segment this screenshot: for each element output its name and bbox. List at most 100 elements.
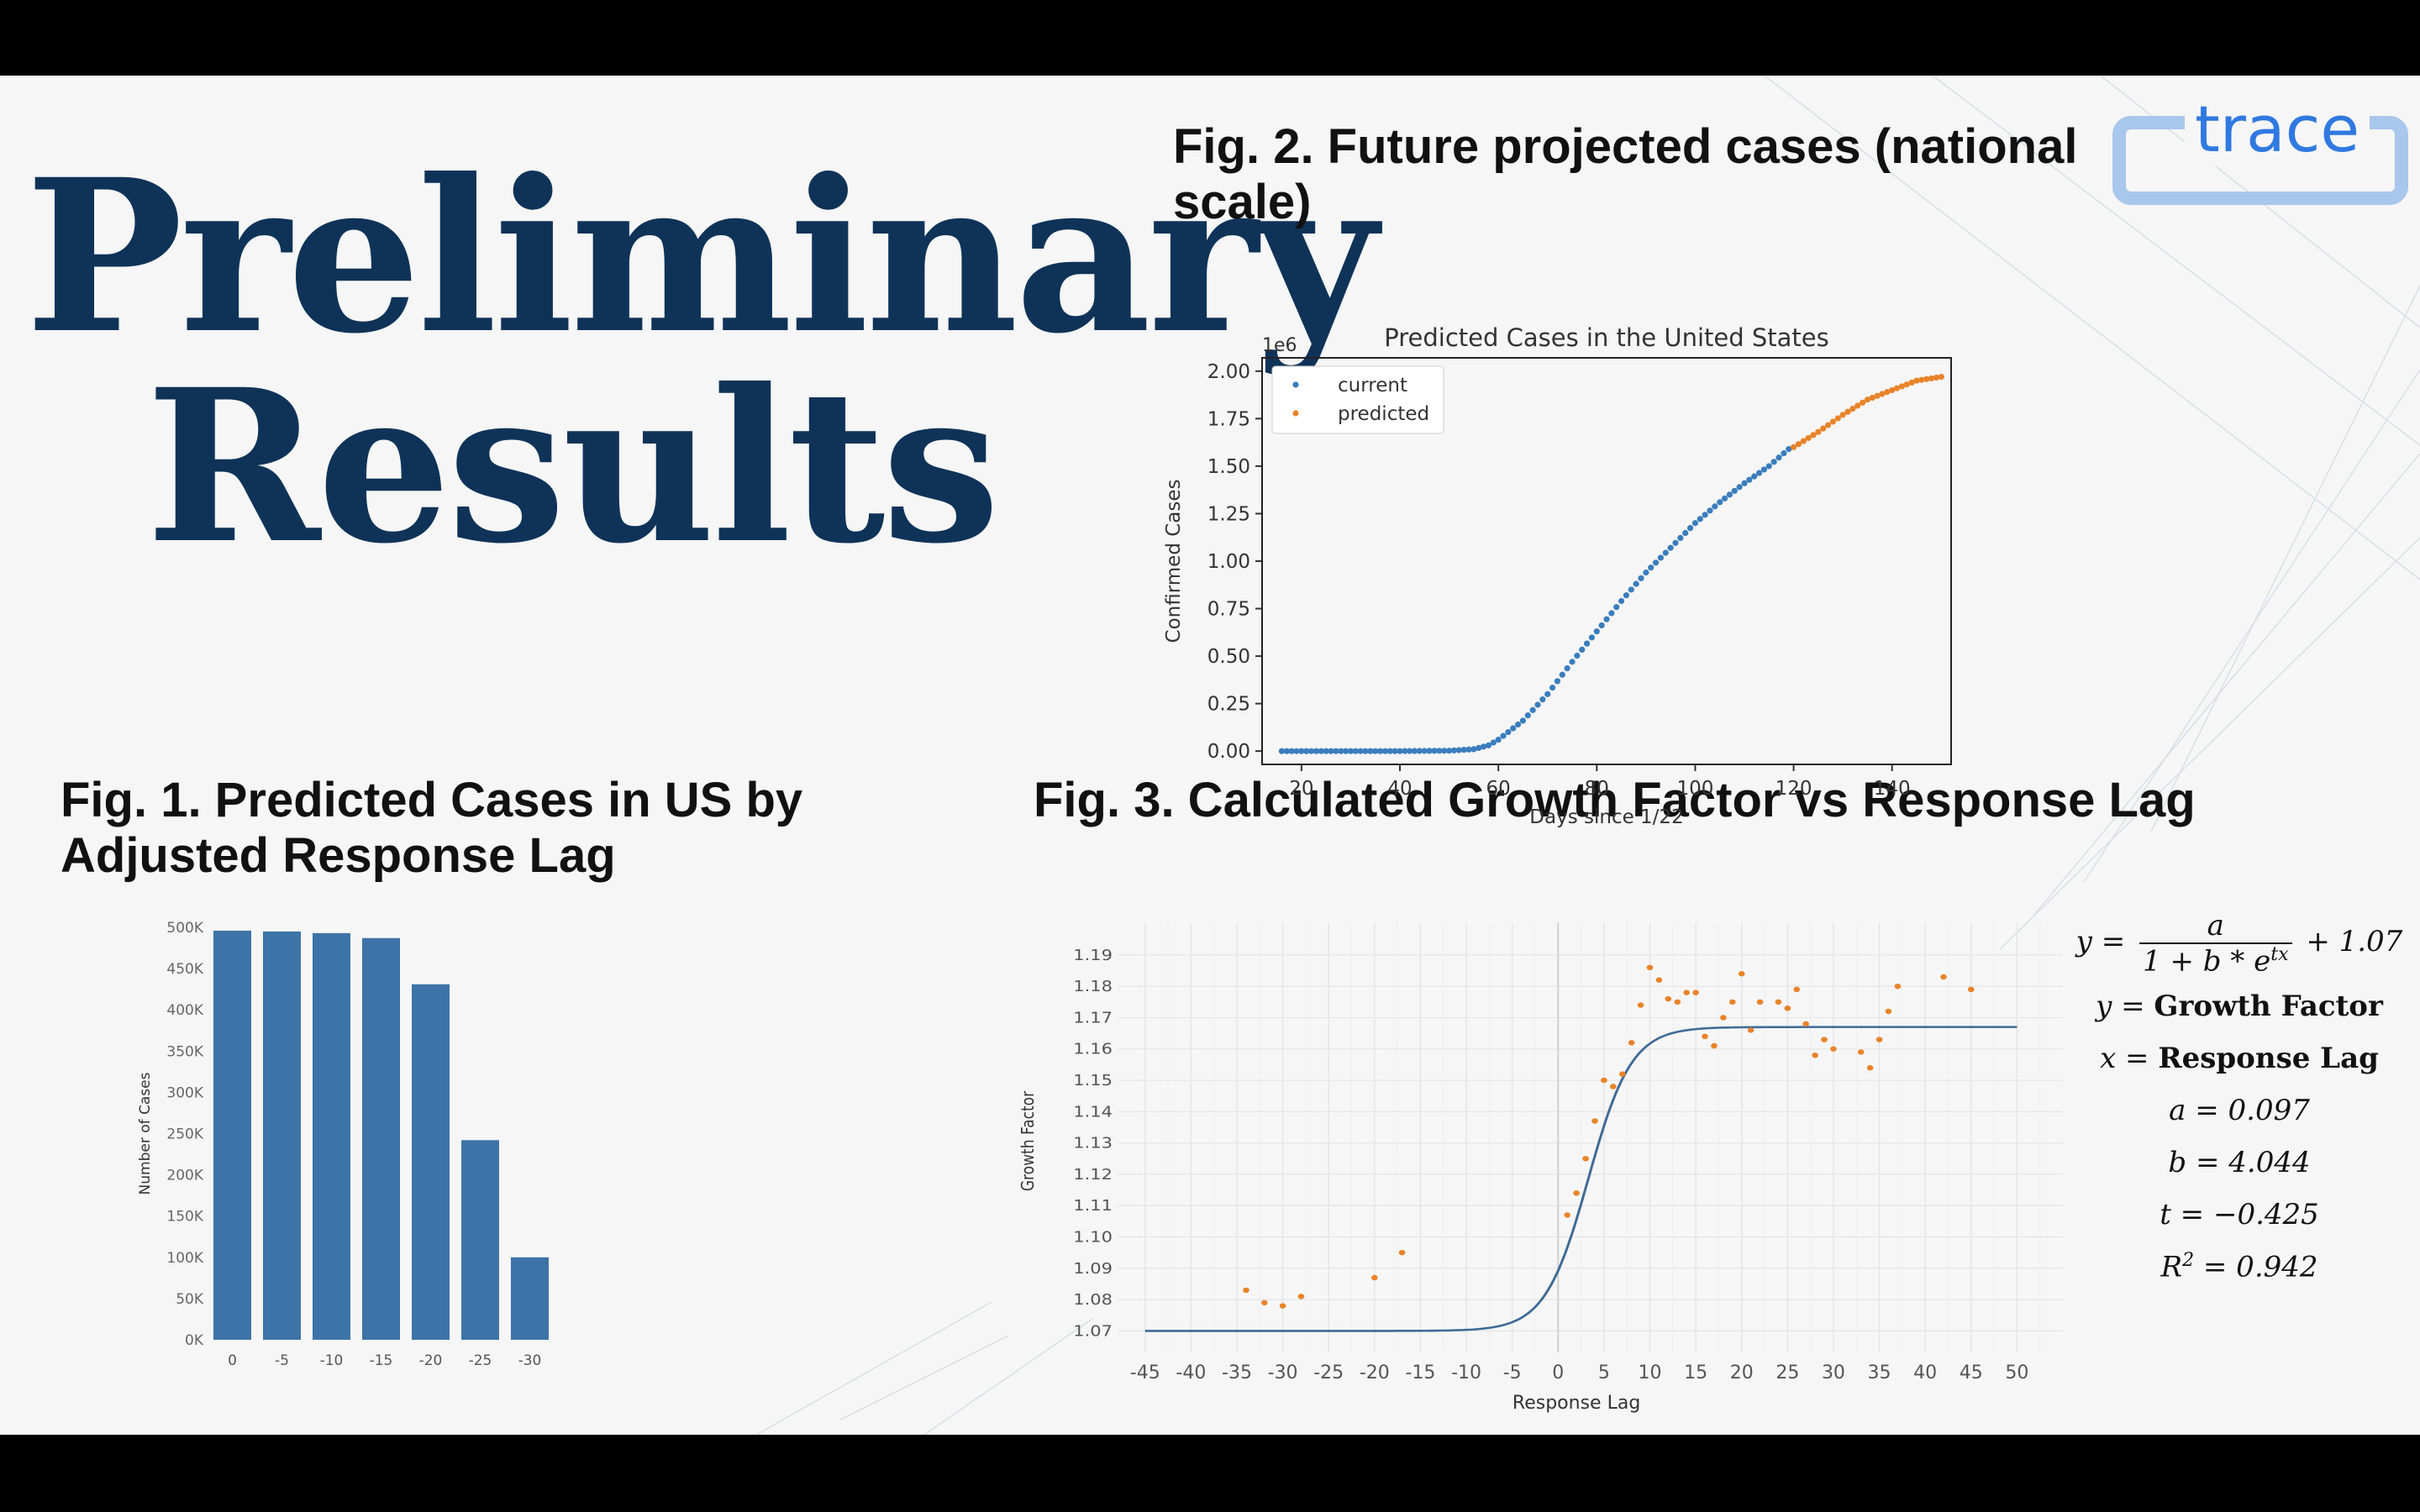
- fig2-point-current: [1579, 646, 1586, 653]
- fig3-point: [1582, 1156, 1589, 1162]
- fig2-point-predicted: [1933, 374, 1940, 381]
- fig2-point-current: [1662, 549, 1669, 556]
- fig3-spacer: [1008, 1428, 2075, 1435]
- fig3-x-axis: -45 -40 -35 -30 -25 -20 -15 -10 -5 0 5 10 15 20 25 30 35…: [1130, 1362, 2029, 1414]
- fig2-point-current: [1376, 748, 1384, 754]
- fig3-ytick-label: 1.08: [1073, 1291, 1113, 1309]
- r2-rhs: = 0.942: [2194, 1250, 2318, 1284]
- fig2-point-predicted: [1879, 391, 1886, 397]
- formula-denominator: 1 + b * e: [2143, 944, 2271, 979]
- fig2-point-predicted: [1859, 399, 1866, 406]
- equation-a: a = 0.097: [2169, 1094, 2310, 1127]
- fig2-point-current: [1318, 748, 1324, 754]
- fig2-point-predicted: [1869, 394, 1876, 402]
- fig3-point: [1371, 1274, 1378, 1281]
- fig2-ylabel: Confirmed Cases: [1163, 480, 1185, 643]
- fig2-point-current: [1593, 628, 1600, 635]
- fig3-ytick-label: 1.13: [1073, 1134, 1113, 1152]
- fig2-point-current: [1372, 748, 1379, 754]
- fig1-ytick-label: 450K: [166, 961, 203, 978]
- fig2-point-current: [1613, 604, 1620, 611]
- fig2-point-predicted: [1820, 425, 1827, 432]
- fig2-point-current: [1544, 690, 1551, 697]
- fig3-point: [1646, 964, 1654, 971]
- fig3-xtick-label: -25: [1313, 1362, 1344, 1383]
- fig2-axes-frame: [1261, 357, 1952, 765]
- fig2-legend: current predicted: [1271, 365, 1444, 434]
- fig3-point: [1738, 971, 1745, 977]
- fig2-point-predicted: [1918, 376, 1925, 383]
- fig3-point: [1243, 1287, 1249, 1294]
- fig3-point: [1728, 999, 1736, 1005]
- trace-logo: trace: [2112, 92, 2408, 205]
- fig2-point-current: [1712, 503, 1718, 510]
- fig2-point-current: [1450, 747, 1458, 753]
- equation-formula: y = a 1 + b * etx + 1.07: [2075, 909, 2403, 979]
- fig2-point-current: [1569, 659, 1576, 665]
- fig2-point-current: [1367, 748, 1374, 754]
- fig3-point: [1683, 990, 1690, 995]
- fig3-growth-chart: 1.061.071.081.091.101.111.121.131.141.15…: [1019, 922, 2063, 1352]
- fig3-point: [1260, 1299, 1268, 1306]
- fig3-point: [1297, 1294, 1305, 1299]
- fig3-point: [1601, 1077, 1607, 1084]
- fig2-point-current: [1495, 736, 1502, 743]
- fig2-point-current: [1411, 748, 1418, 754]
- fig2-xtick-label: 80: [1585, 778, 1609, 800]
- fig2-point-current: [1347, 748, 1355, 754]
- fig3-point: [1894, 983, 1902, 990]
- fig2-point-predicted: [1864, 396, 1871, 403]
- fig2-offset-label: 1e6: [1262, 335, 1297, 356]
- fig2-ytick-label: 1.50: [1207, 456, 1250, 478]
- fig2-point-current: [1313, 748, 1320, 754]
- fig2-point-current: [1293, 748, 1300, 754]
- fig3-xtick-label: 25: [1776, 1362, 1799, 1383]
- fig2-point-current: [1392, 748, 1398, 754]
- fig3-point: [1610, 1084, 1617, 1089]
- fig1-ytick-label: 500K: [166, 920, 203, 937]
- fig3-xtick-label: 40: [1913, 1362, 1937, 1383]
- fig1-ytick-label: 150K: [166, 1209, 203, 1226]
- fig1-bar: [263, 931, 301, 1340]
- fig2-point-current: [1618, 597, 1625, 605]
- fig2-point-predicted: [1893, 385, 1901, 391]
- fig2-point-current: [1470, 746, 1477, 753]
- fig2-legend-marker-predicted: [1292, 410, 1299, 417]
- fig2-point-current: [1746, 476, 1753, 483]
- fig2-point-current: [1707, 507, 1713, 514]
- fig3-point: [1802, 1021, 1809, 1027]
- fig2-point-current: [1603, 616, 1610, 622]
- fig3-xtick-label: -40: [1176, 1362, 1206, 1383]
- fig3-point: [1812, 1052, 1818, 1058]
- fig2-point-predicted: [1834, 415, 1841, 422]
- fig2-point-current: [1386, 748, 1393, 754]
- fig2-point-current: [1381, 748, 1389, 754]
- fig2-point-current: [1534, 701, 1541, 708]
- fig3-point: [1940, 974, 1947, 980]
- fig2-legend-marker-current: [1292, 381, 1299, 388]
- fig3-ytick-label: 1.09: [1073, 1259, 1113, 1277]
- fig2-point-current: [1760, 466, 1768, 473]
- fig3-point: [1793, 986, 1801, 993]
- fig2-point-current: [1686, 525, 1694, 532]
- fig2-point-current: [1549, 685, 1556, 691]
- fig3-ytick-label: 1.17: [1073, 1009, 1113, 1026]
- fig2-point-predicted: [1844, 408, 1851, 415]
- fig3-point: [1967, 986, 1975, 993]
- fig2-point-current: [1608, 610, 1615, 617]
- formula-lhs: y =: [2075, 925, 2126, 959]
- fig3-ytick-label: 1.12: [1073, 1165, 1113, 1183]
- formula-exponent: tx: [2270, 944, 2289, 965]
- fig2-point-predicted: [1874, 392, 1881, 399]
- fig1-xtick-label: -20: [419, 1352, 443, 1369]
- fig2-point-current: [1697, 516, 1703, 522]
- fig2-point-current: [1445, 748, 1453, 754]
- fig3-xtick-label: -35: [1222, 1362, 1252, 1383]
- fig2-point-current: [1490, 739, 1497, 746]
- fig2-point-predicted: [1800, 438, 1807, 444]
- fig1-ytick-label: 400K: [166, 1002, 203, 1019]
- fig2-point-current: [1338, 748, 1344, 754]
- fig2-point-current: [1554, 678, 1561, 685]
- fig3-xtick-label: -10: [1451, 1362, 1481, 1383]
- fig2-point-current: [1529, 706, 1536, 713]
